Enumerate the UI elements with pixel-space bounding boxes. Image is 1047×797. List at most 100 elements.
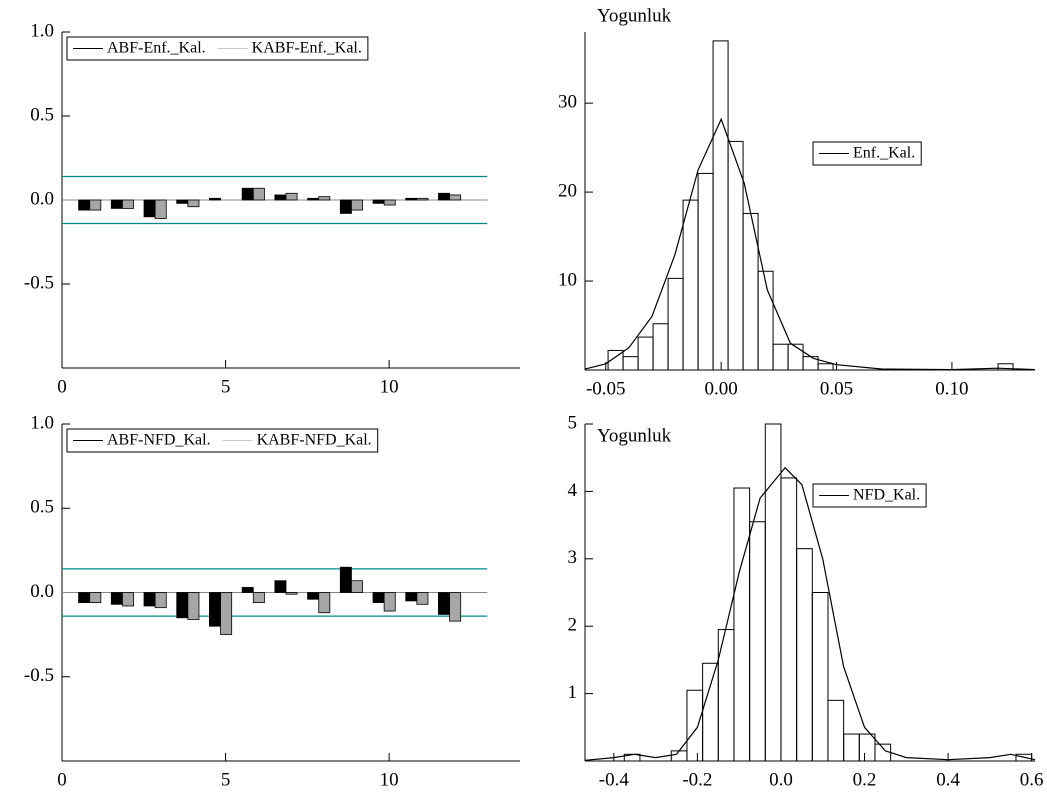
bar: [383, 199, 396, 206]
y-axis-label: Yogunluk: [597, 425, 672, 446]
bar: [339, 566, 352, 593]
y-tick-label: 2: [568, 615, 578, 636]
bar: [416, 592, 429, 605]
histogram-bar: [772, 343, 789, 371]
bar: [209, 592, 221, 627]
y-tick-label: 4: [568, 480, 578, 501]
y-tick-label: 5: [568, 412, 578, 433]
bar: [122, 199, 134, 209]
bar: [285, 192, 298, 201]
y-tick-label: 1.0: [30, 412, 54, 433]
legend-label: ABF-Enf._Kal.: [107, 40, 206, 57]
histogram-bar: [1015, 753, 1033, 762]
bar: [241, 587, 254, 593]
legend-box: [66, 428, 379, 453]
bar: [274, 194, 287, 201]
y-tick-label: 30: [558, 92, 577, 113]
bar: [274, 580, 287, 593]
panel: 1.0 0.5 0.0 -0.5 0 5 10 ABF-Enf._Kal. KABF-Enf._…: [24, 20, 520, 397]
histogram-bar: [667, 277, 684, 371]
y-tick-label: 3: [568, 547, 578, 568]
bar: [209, 197, 221, 201]
bar: [318, 592, 331, 614]
x-tick-label: -0.2: [682, 769, 712, 790]
histogram-bar: [702, 662, 719, 762]
y-tick-label: 0.5: [30, 497, 54, 518]
bar: [438, 592, 450, 615]
legend-label: KABF-Enf._Kal.: [252, 40, 362, 57]
x-tick-label: 0.05: [820, 378, 853, 399]
x-tick-label: 5: [221, 769, 231, 790]
bar: [89, 592, 102, 604]
y-tick-label: 20: [558, 180, 577, 201]
bar: [307, 592, 320, 600]
histogram-bar: [811, 592, 829, 762]
y-tick-label: 1: [568, 682, 578, 703]
legend-box: [812, 483, 927, 508]
histogram-bar: [796, 548, 813, 762]
x-tick-label: 0.2: [853, 769, 877, 790]
bar: [110, 592, 123, 605]
bar: [252, 592, 265, 604]
bar: [176, 199, 189, 204]
x-tick-label: 0.0: [769, 769, 793, 790]
histogram-bar: [858, 733, 876, 762]
legend-label: KABF-NFD_Kal.: [257, 432, 372, 449]
y-tick-label: 0.0: [30, 581, 54, 602]
histogram-bar: [682, 199, 699, 371]
bar: [318, 196, 331, 201]
x-tick-label: 10: [380, 769, 399, 790]
bar: [351, 199, 363, 211]
legend-box: [812, 141, 922, 166]
histogram-bar: [827, 699, 845, 762]
panel: 1 2 3 4 5 -0.4 -0.2 0.0 0.2 0.4 0.6 Yogunluk NFD_Kal…: [568, 412, 1044, 790]
histogram-bar: [637, 336, 654, 371]
x-tick-label: 10: [380, 376, 399, 397]
legend: NFD_Kal.: [812, 483, 927, 508]
histogram-bar: [686, 689, 704, 762]
bar: [449, 592, 462, 622]
bar: [143, 199, 156, 218]
y-tick-label: 10: [558, 269, 577, 290]
bar: [307, 197, 320, 201]
bar: [122, 592, 134, 607]
histogram-bar: [622, 356, 639, 371]
x-tick-label: 0.10: [935, 378, 968, 399]
x-tick-label: 0.4: [936, 769, 960, 790]
x-tick-label: 0: [57, 769, 67, 790]
panel: 10 20 30 -0.05 0.00 0.05 0.10 Yogunluk Enf._Kal.: [558, 5, 1036, 399]
y-tick-label: 1.0: [30, 20, 54, 41]
histogram-bar: [874, 743, 892, 762]
histogram-bar: [817, 363, 834, 371]
histogram-bar: [764, 423, 782, 762]
x-tick-label: 0: [57, 376, 67, 397]
bar: [372, 592, 385, 604]
histogram-bar: [787, 343, 804, 371]
bar: [154, 199, 167, 219]
bar: [252, 187, 265, 201]
bar: [143, 592, 156, 607]
legend-label: ABF-NFD_Kal.: [107, 432, 211, 449]
histogram-bar: [997, 363, 1014, 371]
bar: [372, 199, 385, 204]
bar: [405, 592, 418, 602]
x-tick-label: 0.00: [705, 378, 738, 399]
bar: [187, 199, 200, 208]
bar: [241, 187, 254, 201]
legend-label: Enf._Kal.: [853, 145, 915, 162]
panel: 1.0 0.5 0.0 -0.5 0 5 10 ABF-NFD_Kal. KABF-NFD_Ka…: [24, 412, 520, 790]
histogram-bar: [757, 270, 774, 371]
y-tick-label: -0.5: [24, 272, 54, 293]
bar: [285, 592, 298, 595]
bar: [351, 580, 363, 593]
bar: [405, 197, 418, 201]
histogram-bar: [733, 487, 751, 762]
x-tick-label: 0.6: [1020, 769, 1044, 790]
y-tick-label: 0.0: [30, 188, 54, 209]
histogram-bar: [780, 477, 798, 762]
bar: [449, 194, 462, 201]
bar: [89, 199, 102, 211]
histogram-bar: [652, 323, 669, 371]
histogram-bar: [727, 140, 744, 371]
legend: Enf._Kal.: [812, 141, 922, 166]
